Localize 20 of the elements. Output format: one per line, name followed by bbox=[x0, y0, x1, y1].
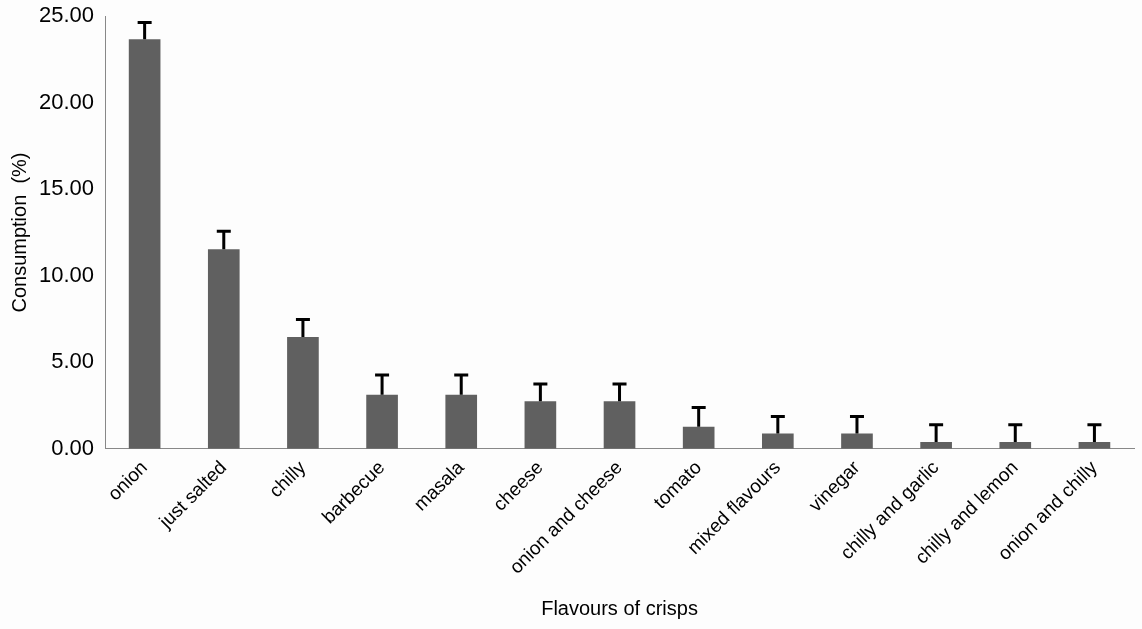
x-axis-title: Flavours of crisps bbox=[541, 596, 698, 619]
bar bbox=[999, 442, 1032, 449]
bar bbox=[682, 426, 715, 449]
bar bbox=[524, 401, 557, 449]
bar bbox=[445, 394, 478, 449]
y-tick-label: 15.00 bbox=[38, 175, 95, 201]
y-tick-label: 25.00 bbox=[38, 2, 95, 28]
bar bbox=[920, 442, 952, 449]
bar bbox=[287, 337, 319, 449]
bar bbox=[128, 39, 161, 449]
y-axis-title: Consumption (%) bbox=[7, 152, 30, 313]
y-tick-label: 5.00 bbox=[51, 348, 95, 374]
bar bbox=[841, 433, 873, 449]
bar bbox=[762, 433, 794, 449]
bar bbox=[366, 394, 398, 449]
bar bbox=[207, 249, 240, 449]
y-tick-label: 20.00 bbox=[38, 88, 95, 114]
y-tick-label: 0.00 bbox=[51, 434, 95, 460]
bar bbox=[603, 401, 636, 449]
y-tick-label: 10.00 bbox=[38, 261, 95, 287]
